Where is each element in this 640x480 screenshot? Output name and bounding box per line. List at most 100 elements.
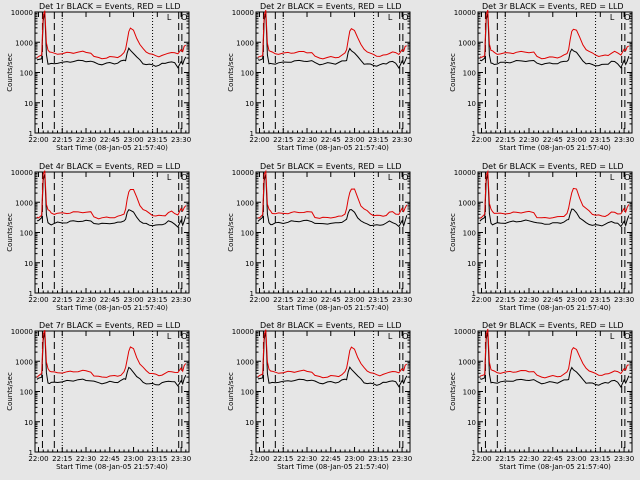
events-line — [479, 173, 630, 228]
x-tick-label: 22:30 — [519, 455, 539, 463]
y-tick-label: 1 — [250, 290, 254, 298]
y-tick-label: 100 — [463, 230, 476, 238]
x-tick-label: 22:15 — [273, 296, 293, 304]
lld-line — [479, 328, 629, 379]
detector-panel-1: Det 1r BLACK = Events, RED = LLD 1 10 100 10… — [6, 2, 191, 152]
x-tick-label: 23:30 — [614, 136, 634, 144]
corner-label-o: O — [181, 13, 187, 22]
plot-frame — [255, 171, 411, 294]
x-axis-label: Start Time (08-Jan-05 21:57:40) — [499, 463, 611, 471]
x-tick-label: 23:15 — [368, 296, 388, 304]
y-axis-label: Counts/sec — [227, 213, 235, 252]
plot-frame — [477, 11, 633, 134]
x-tick-label: 23:00 — [123, 136, 143, 144]
corner-label-o: O — [402, 13, 408, 22]
panel-title: Det 3r BLACK = Events, RED = LLD — [482, 2, 624, 11]
detector-panel-4: Det 4r BLACK = Events, RED = LLD 1 10 100 10… — [6, 162, 191, 312]
panel-title: Det 9r BLACK = Events, RED = LLD — [482, 321, 624, 330]
x-tick-label: 22:15 — [273, 455, 293, 463]
x-tick-label: 23:30 — [392, 136, 412, 144]
x-tick-label: 22:00 — [28, 296, 48, 304]
lld-line — [479, 9, 630, 60]
lld-line — [479, 169, 630, 219]
y-axis-label: Counts/sec — [6, 372, 14, 411]
x-tick-label: 22:45 — [543, 455, 563, 463]
y-tick-label: 1 — [29, 290, 33, 298]
y-tick-label: 10000 — [454, 9, 476, 17]
corner-label-o: O — [402, 332, 408, 341]
events-line — [479, 13, 630, 69]
x-tick-label: 22:00 — [471, 136, 491, 144]
y-tick-label: 100 — [241, 230, 254, 238]
panel-title: Det 7r BLACK = Events, RED = LLD — [39, 321, 181, 330]
corner-label-o: O — [624, 173, 630, 182]
y-tick-label: 1000 — [236, 39, 254, 47]
x-tick-label: 23:30 — [171, 455, 191, 463]
x-tick-label: 23:00 — [344, 455, 364, 463]
x-tick-label: 22:15 — [52, 296, 72, 304]
x-tick-label: 22:45 — [321, 136, 341, 144]
detector-panel-2: Det 2r BLACK = Events, RED = LLD 1 10 100 10… — [227, 2, 412, 152]
events-line — [479, 331, 630, 389]
corner-label-l: L — [610, 13, 615, 22]
x-tick-label: 23:00 — [566, 296, 586, 304]
x-tick-label: 22:00 — [249, 296, 269, 304]
x-tick-label: 23:30 — [171, 136, 191, 144]
y-axis-label: Counts/sec — [227, 53, 235, 92]
x-tick-label: 23:15 — [368, 136, 388, 144]
x-tick-label: 22:00 — [28, 455, 48, 463]
x-axis-label: Start Time (08-Jan-05 21:57:40) — [56, 463, 168, 471]
y-tick-label: 1 — [29, 449, 33, 457]
x-tick-label: 23:00 — [344, 136, 364, 144]
x-tick-label: 22:30 — [76, 136, 96, 144]
events-line — [36, 331, 187, 387]
events-line — [36, 12, 187, 69]
y-tick-label: 100 — [241, 389, 254, 397]
x-tick-label: 22:30 — [519, 136, 539, 144]
corner-label-l: L — [388, 173, 393, 182]
y-axis-label: Counts/sec — [449, 372, 457, 411]
x-axis-label: Start Time (08-Jan-05 21:57:40) — [277, 463, 389, 471]
y-tick-label: 10 — [467, 419, 476, 427]
x-tick-label: 22:30 — [297, 455, 317, 463]
x-tick-label: 23:00 — [123, 455, 143, 463]
x-tick-label: 22:15 — [52, 136, 72, 144]
panel-title: Det 8r BLACK = Events, RED = LLD — [260, 321, 402, 330]
y-tick-label: 1000 — [458, 358, 476, 366]
x-tick-label: 22:45 — [100, 455, 120, 463]
detector-panel-7: Det 7r BLACK = Events, RED = LLD 1 10 100 10… — [6, 321, 191, 471]
x-axis-label: Start Time (08-Jan-05 21:57:40) — [499, 144, 611, 152]
y-tick-label: 10 — [467, 260, 476, 268]
corner-label-l: L — [167, 332, 172, 341]
y-tick-label: 10000 — [454, 328, 476, 336]
x-tick-label: 23:15 — [368, 455, 388, 463]
x-axis-label: Start Time (08-Jan-05 21:57:40) — [56, 304, 168, 312]
corner-label-o: O — [181, 332, 187, 341]
lld-line — [257, 169, 408, 219]
x-tick-label: 22:00 — [28, 136, 48, 144]
lld-line — [36, 170, 187, 220]
y-tick-label: 1 — [250, 130, 254, 138]
y-tick-label: 100 — [463, 389, 476, 397]
x-tick-label: 22:00 — [471, 296, 491, 304]
x-tick-label: 22:15 — [273, 136, 293, 144]
x-tick-label: 22:00 — [471, 455, 491, 463]
x-tick-label: 22:30 — [297, 296, 317, 304]
y-tick-label: 100 — [20, 70, 33, 78]
y-axis-label: Counts/sec — [6, 53, 14, 92]
corner-label-l: L — [388, 13, 393, 22]
x-tick-label: 23:15 — [590, 136, 610, 144]
x-tick-label: 22:30 — [519, 296, 539, 304]
y-tick-label: 1 — [472, 449, 476, 457]
x-tick-label: 23:15 — [590, 455, 610, 463]
y-tick-label: 1 — [250, 449, 254, 457]
x-axis-label: Start Time (08-Jan-05 21:57:40) — [499, 304, 611, 312]
x-tick-label: 23:15 — [147, 136, 167, 144]
y-tick-label: 100 — [20, 230, 33, 238]
y-axis-label: Counts/sec — [449, 213, 457, 252]
y-tick-label: 100 — [463, 70, 476, 78]
y-tick-label: 10 — [24, 260, 33, 268]
lld-line — [36, 10, 187, 60]
x-tick-label: 23:30 — [614, 455, 634, 463]
events-line — [257, 331, 408, 388]
